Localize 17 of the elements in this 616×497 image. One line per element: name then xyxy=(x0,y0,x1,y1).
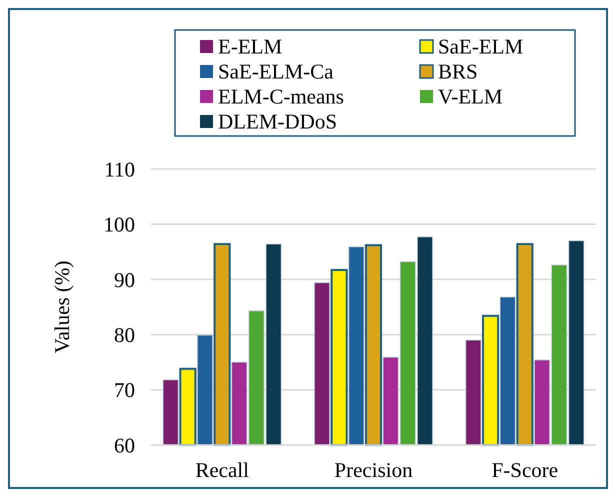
legend-label: SaE-ELM-Ca xyxy=(218,59,334,84)
y-axis-title: Values (%) xyxy=(50,260,74,354)
y-tick-label: 70 xyxy=(114,378,135,402)
y-tick-label: 60 xyxy=(114,433,135,458)
legend-label: E-ELM xyxy=(218,34,282,58)
x-tick-label: Precision xyxy=(334,458,414,482)
y-tick-label: 80 xyxy=(114,322,135,347)
legend-label: ELM-C-means xyxy=(218,84,344,108)
y-tick-label: 90 xyxy=(114,268,135,292)
legend-label: V-ELM xyxy=(438,84,503,108)
y-tick-label: 110 xyxy=(104,157,135,182)
legend-label: DLEM-DDoS xyxy=(218,109,337,134)
y-tick-label: 100 xyxy=(104,212,135,237)
x-tick-label: F-Score xyxy=(492,458,558,482)
legend-label: BRS xyxy=(438,59,478,84)
legend-label: SaE-ELM xyxy=(438,34,524,58)
x-tick-label: Recall xyxy=(195,458,250,482)
